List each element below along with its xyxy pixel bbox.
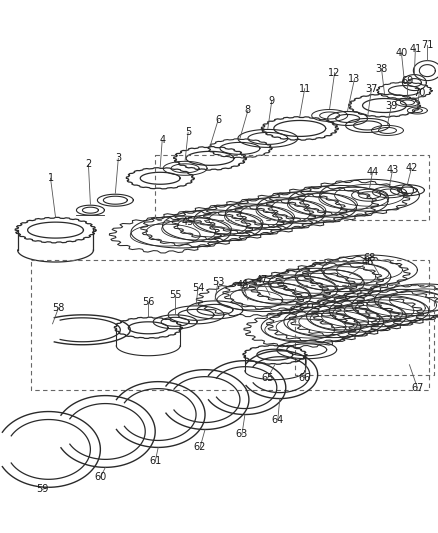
Text: 61: 61 (149, 456, 161, 466)
Text: 68: 68 (363, 253, 375, 263)
Text: 62: 62 (194, 442, 206, 453)
Text: 71: 71 (420, 39, 433, 50)
Text: 66: 66 (298, 373, 310, 383)
Text: 41: 41 (408, 44, 420, 54)
Text: 47: 47 (255, 275, 268, 285)
Text: 59: 59 (36, 484, 49, 494)
Text: 40: 40 (394, 47, 406, 58)
Text: 56: 56 (142, 297, 154, 307)
Text: 64: 64 (271, 415, 283, 424)
Text: 43: 43 (385, 165, 398, 175)
Text: 44: 44 (366, 167, 378, 177)
Text: 8: 8 (244, 106, 251, 116)
Text: 12: 12 (328, 68, 340, 78)
Text: 63: 63 (235, 430, 247, 440)
Text: 9: 9 (268, 95, 274, 106)
Text: 69: 69 (400, 76, 413, 86)
Text: 45: 45 (181, 217, 194, 227)
Text: 37: 37 (364, 84, 377, 94)
Text: 58: 58 (52, 303, 64, 313)
Text: 1: 1 (47, 173, 53, 183)
Text: 67: 67 (410, 383, 423, 393)
Text: 6: 6 (215, 116, 221, 125)
Text: 70: 70 (412, 87, 424, 98)
Text: 54: 54 (191, 283, 204, 293)
Text: 48: 48 (236, 280, 248, 290)
Text: 39: 39 (385, 101, 397, 110)
Text: 42: 42 (404, 163, 417, 173)
Text: 3: 3 (115, 154, 121, 163)
Text: 60: 60 (94, 472, 106, 482)
Text: 53: 53 (211, 277, 224, 287)
Text: 13: 13 (348, 74, 360, 84)
Text: 2: 2 (85, 159, 92, 169)
Text: 4: 4 (159, 135, 165, 146)
Text: 46: 46 (360, 257, 373, 267)
Text: 11: 11 (298, 84, 310, 94)
Text: 65: 65 (261, 373, 273, 383)
Text: 5: 5 (184, 127, 191, 138)
Text: 38: 38 (374, 63, 387, 74)
Text: 55: 55 (169, 290, 181, 300)
